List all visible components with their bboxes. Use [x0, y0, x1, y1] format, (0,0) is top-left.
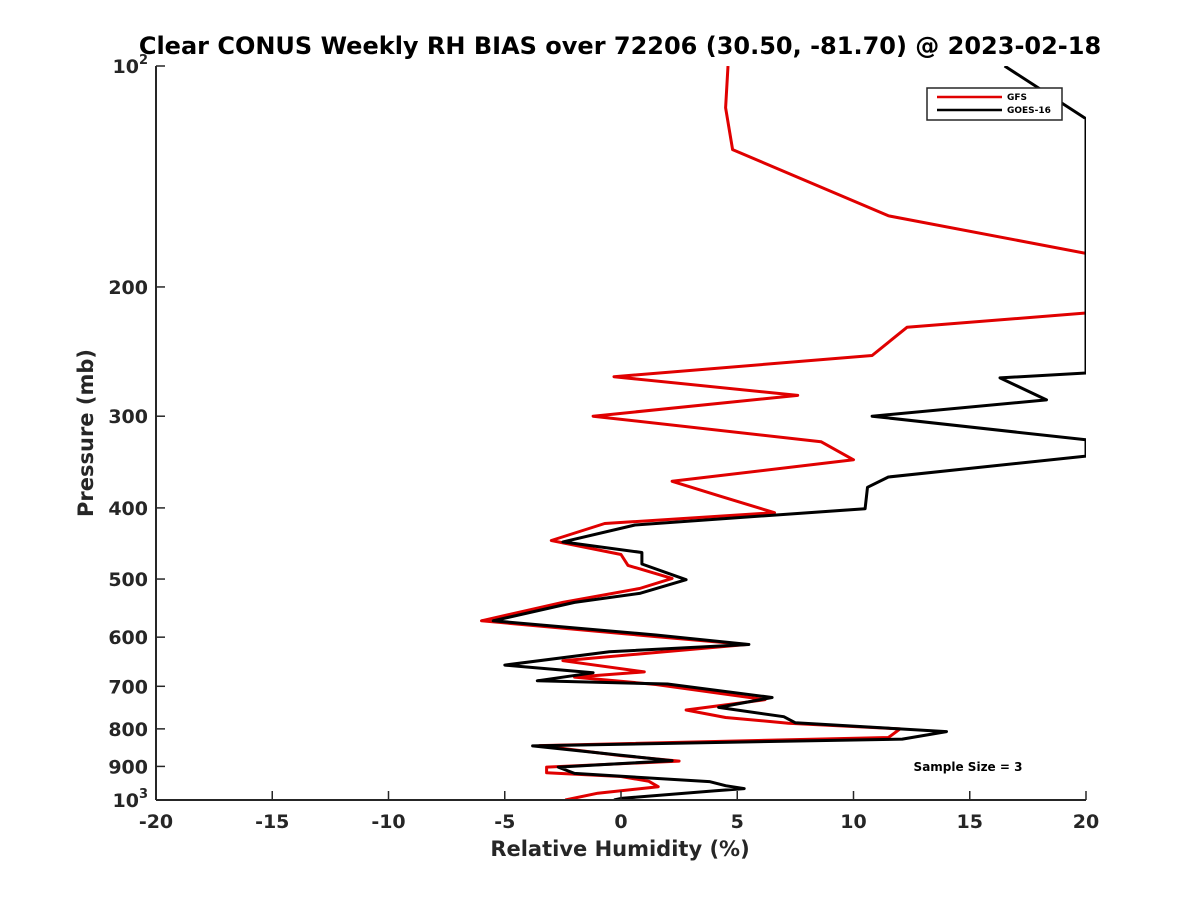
x-tick-label: 20: [1073, 811, 1099, 833]
y-ticks: 102 200 300 400 500 600 700 800 900 103: [108, 53, 165, 812]
x-tick-label: 0: [614, 811, 627, 833]
axes-layer: [155, 66, 1086, 801]
x-tick-label: -5: [494, 811, 515, 833]
x-axis-label: Relative Humidity (%): [490, 837, 749, 861]
legend: GFS GOES-16: [926, 87, 1063, 121]
y-tick-label: 900: [108, 756, 148, 778]
y-tick-label: 300: [108, 406, 148, 428]
series-layer: [480, 66, 1086, 800]
x-tick-label: 15: [957, 811, 983, 833]
x-tick-label: -10: [371, 811, 405, 833]
legend-label-gfs: GFS: [1007, 93, 1027, 103]
y-tick-label: 102: [113, 53, 149, 78]
legend-box: [926, 87, 1063, 121]
x-tick-label: 5: [731, 811, 744, 833]
sample-size-annotation: Sample Size = 3: [914, 760, 1023, 774]
y-tick-label: 600: [108, 627, 148, 649]
x-tick-label: -20: [139, 811, 173, 833]
series-line-gfs: [480, 66, 1086, 800]
chart-title: Clear CONUS Weekly RH BIAS over 72206 (3…: [139, 32, 1101, 60]
x-ticks: -20 -15 -10 -5 0 5 10 15 20: [139, 791, 1099, 833]
x-tick-label: 10: [840, 811, 866, 833]
x-tick-label: -15: [255, 811, 289, 833]
series-line-goes-16: [491, 66, 1086, 800]
y-axis-label: Pressure (mb): [74, 349, 98, 517]
legend-label-goes16: GOES-16: [1007, 106, 1051, 116]
y-tick-label: 400: [108, 498, 148, 520]
y-tick-label: 200: [108, 277, 148, 299]
y-tick-label: 700: [108, 676, 148, 698]
y-tick-label: 800: [108, 719, 148, 741]
y-tick-label: 103: [113, 787, 149, 812]
y-tick-label: 500: [108, 569, 148, 591]
